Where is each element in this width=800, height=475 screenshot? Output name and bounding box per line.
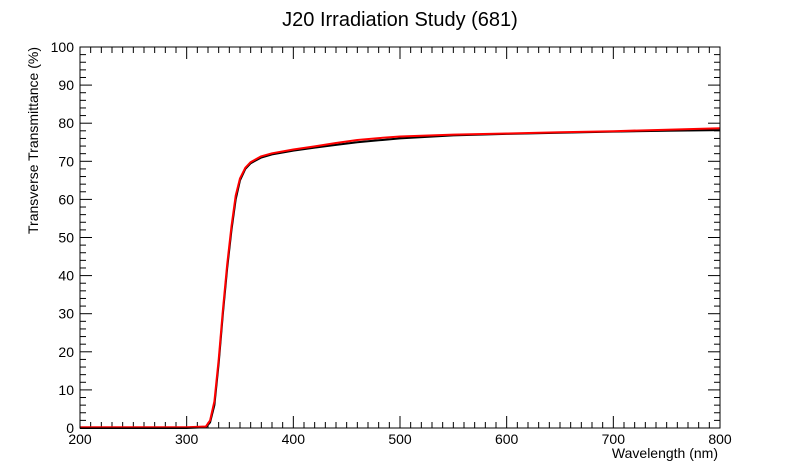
y-tick-label: 90 — [58, 77, 74, 93]
tick-labels: 200 300 400 500 600 700 800 0 10 20 30 40 50 60 70 80 90… — [51, 39, 732, 447]
x-tick-label: 700 — [602, 431, 626, 447]
x-tick-label: 300 — [175, 431, 199, 447]
y-tick-label: 30 — [58, 306, 74, 322]
x-tick-label: 200 — [68, 431, 92, 447]
y-tick-label: 60 — [58, 191, 74, 207]
y-tick-label: 100 — [51, 39, 75, 55]
y-tick-label: 70 — [58, 153, 74, 169]
series-line-1 — [80, 129, 721, 429]
y-tick-label: 10 — [58, 382, 74, 398]
series-line-2 — [80, 127, 721, 429]
chart-title: J20 Irradiation Study (681) — [282, 9, 518, 31]
plot-frame — [79, 46, 721, 429]
x-tick-label: 500 — [388, 431, 412, 447]
y-tick-label: 0 — [66, 420, 74, 436]
x-tick-label: 600 — [495, 431, 519, 447]
y-tick-label: 80 — [58, 115, 74, 131]
y-tick-label: 50 — [58, 230, 74, 246]
x-tick-label: 800 — [708, 431, 732, 447]
x-axis-label: Wavelength (nm) — [612, 445, 718, 461]
series-layer — [80, 127, 721, 429]
y-tick-label: 40 — [58, 268, 74, 284]
x-tick-label: 400 — [282, 431, 306, 447]
y-tick-label: 20 — [58, 344, 74, 360]
axis-ticks — [79, 46, 721, 429]
y-axis-label: Transverse Transmittance (%) — [25, 47, 41, 234]
